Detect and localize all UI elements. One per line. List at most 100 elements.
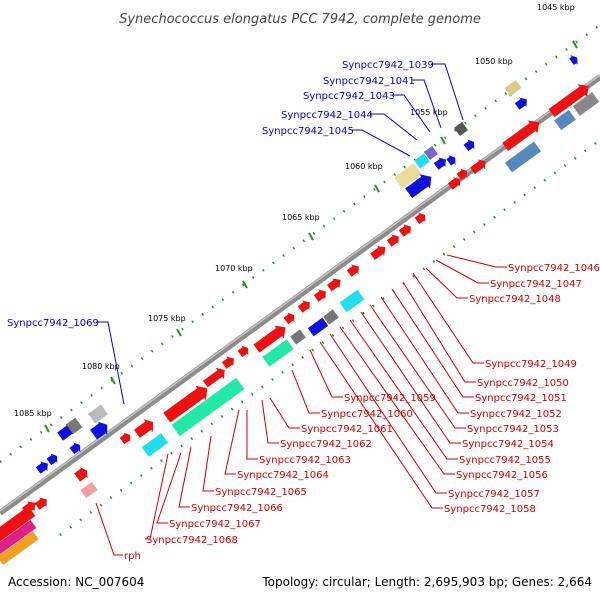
gene[interactable] xyxy=(282,310,297,326)
gene-label[interactable]: Synpcc7942_1053 xyxy=(467,424,559,435)
gene-label[interactable]: Synpcc7942_1057 xyxy=(448,489,540,500)
gene[interactable] xyxy=(68,440,83,456)
gene-label[interactable]: Synpcc7942_1065 xyxy=(215,487,307,498)
gene-label[interactable]: Synpcc7942_1047 xyxy=(490,279,582,290)
kbp-label: 1055 kbp xyxy=(410,108,448,117)
gene-label[interactable]: Synpcc7942_1048 xyxy=(469,294,561,305)
gene[interactable] xyxy=(132,416,158,441)
gene-label[interactable]: Synpcc7942_1039 xyxy=(342,60,434,71)
gene[interactable] xyxy=(0,506,36,542)
gene[interactable] xyxy=(454,122,468,136)
leader-line xyxy=(370,113,418,141)
gene[interactable] xyxy=(34,495,51,512)
gene-label[interactable]: Synpcc7942_1052 xyxy=(470,409,562,420)
gene[interactable] xyxy=(424,146,438,160)
gene[interactable] xyxy=(141,433,169,457)
leader-line xyxy=(380,296,469,414)
gene[interactable] xyxy=(514,95,531,112)
gene-label[interactable]: Synpcc7942_1068 xyxy=(146,535,238,546)
gene[interactable] xyxy=(0,519,37,557)
leader-line xyxy=(261,399,279,444)
gene[interactable] xyxy=(323,309,339,325)
leader-line xyxy=(435,259,489,284)
gene-label[interactable]: Synpcc7942_1046 xyxy=(508,263,600,274)
gene[interactable] xyxy=(88,404,108,424)
gene[interactable] xyxy=(252,321,291,355)
gene-label[interactable]: Synpcc7942_1055 xyxy=(459,455,551,466)
gene[interactable] xyxy=(297,298,314,315)
gene-label[interactable]: Synpcc7942_1044 xyxy=(281,110,373,121)
gene[interactable] xyxy=(433,155,450,172)
gene-label[interactable]: Synpcc7942_1062 xyxy=(280,439,372,450)
gene-label[interactable]: Synpcc7942_1041 xyxy=(323,76,415,87)
gene[interactable] xyxy=(403,169,436,200)
gene[interactable] xyxy=(35,459,52,476)
gene[interactable] xyxy=(386,232,403,249)
gene[interactable] xyxy=(73,465,91,483)
gene[interactable] xyxy=(89,418,112,441)
leader-line xyxy=(339,326,455,475)
gene[interactable] xyxy=(57,425,73,441)
gene-label[interactable]: Synpcc7942_1061 xyxy=(301,424,393,435)
gene-label[interactable]: Synpcc7942_1067 xyxy=(169,519,261,530)
gene-label[interactable]: Synpcc7942_1049 xyxy=(485,359,577,370)
gene[interactable] xyxy=(447,175,464,192)
gene-label[interactable]: Synpcc7942_1059 xyxy=(344,393,436,404)
gene-label[interactable]: Synpcc7942_1064 xyxy=(237,470,329,481)
kbp-label: 1085 kbp xyxy=(14,409,52,418)
gene[interactable] xyxy=(236,343,251,359)
gene[interactable] xyxy=(307,317,329,337)
gene[interactable] xyxy=(572,92,600,116)
gene[interactable] xyxy=(326,275,344,293)
gene[interactable] xyxy=(45,451,60,467)
gene[interactable] xyxy=(500,116,543,154)
gene[interactable] xyxy=(346,262,363,279)
bottom-label-leaders xyxy=(95,254,507,556)
gene[interactable] xyxy=(262,339,294,367)
gene[interactable] xyxy=(568,53,581,67)
gene-label[interactable]: Synpcc7942_1050 xyxy=(477,378,569,389)
leader-line xyxy=(291,369,320,414)
gene-label[interactable]: Synpcc7942_1060 xyxy=(321,409,413,420)
gene[interactable] xyxy=(445,153,459,167)
gene[interactable] xyxy=(0,531,39,565)
gene[interactable] xyxy=(221,354,238,371)
gene-label[interactable]: Synpcc7942_1063 xyxy=(259,455,351,466)
gene[interactable] xyxy=(462,137,477,153)
gene[interactable] xyxy=(554,109,576,131)
gene-label[interactable]: Synpcc7942_1056 xyxy=(456,470,548,481)
gene-label[interactable]: Synpcc7942_1058 xyxy=(444,504,536,515)
gene[interactable] xyxy=(413,210,428,226)
gene[interactable] xyxy=(469,156,489,175)
gene-label[interactable]: rph xyxy=(124,551,141,562)
gene[interactable] xyxy=(504,79,522,97)
gene[interactable] xyxy=(118,430,133,446)
leader-line xyxy=(309,349,343,398)
gene-label[interactable]: Synpcc7942_1051 xyxy=(475,393,567,404)
gene[interactable] xyxy=(80,481,98,499)
gene[interactable] xyxy=(171,377,245,437)
gene[interactable] xyxy=(414,153,430,169)
gene-label[interactable]: Synpcc7942_1045 xyxy=(262,126,354,137)
gene[interactable] xyxy=(313,287,330,304)
gene[interactable] xyxy=(547,80,594,120)
gene[interactable] xyxy=(290,329,306,345)
gene-label[interactable]: Synpcc7942_1043 xyxy=(303,91,395,102)
gene[interactable] xyxy=(394,163,422,189)
leader-line xyxy=(351,129,411,157)
kbp-label: 1070 kbp xyxy=(215,264,253,273)
tick-1085 xyxy=(44,424,50,433)
gene[interactable] xyxy=(455,166,470,182)
leader-line xyxy=(145,453,169,540)
gene[interactable] xyxy=(339,289,365,313)
leader-line xyxy=(402,281,476,383)
gene[interactable] xyxy=(161,381,212,425)
gene[interactable] xyxy=(398,222,415,239)
gene[interactable] xyxy=(201,364,229,389)
gene-label[interactable]: Synpcc7942_1069 xyxy=(7,318,99,329)
gene-label[interactable]: Synpcc7942_1066 xyxy=(191,503,283,514)
leader-line xyxy=(178,446,192,508)
gene-label[interactable]: Synpcc7942_1054 xyxy=(462,439,554,450)
gene[interactable] xyxy=(504,141,542,173)
gene[interactable] xyxy=(369,242,389,261)
